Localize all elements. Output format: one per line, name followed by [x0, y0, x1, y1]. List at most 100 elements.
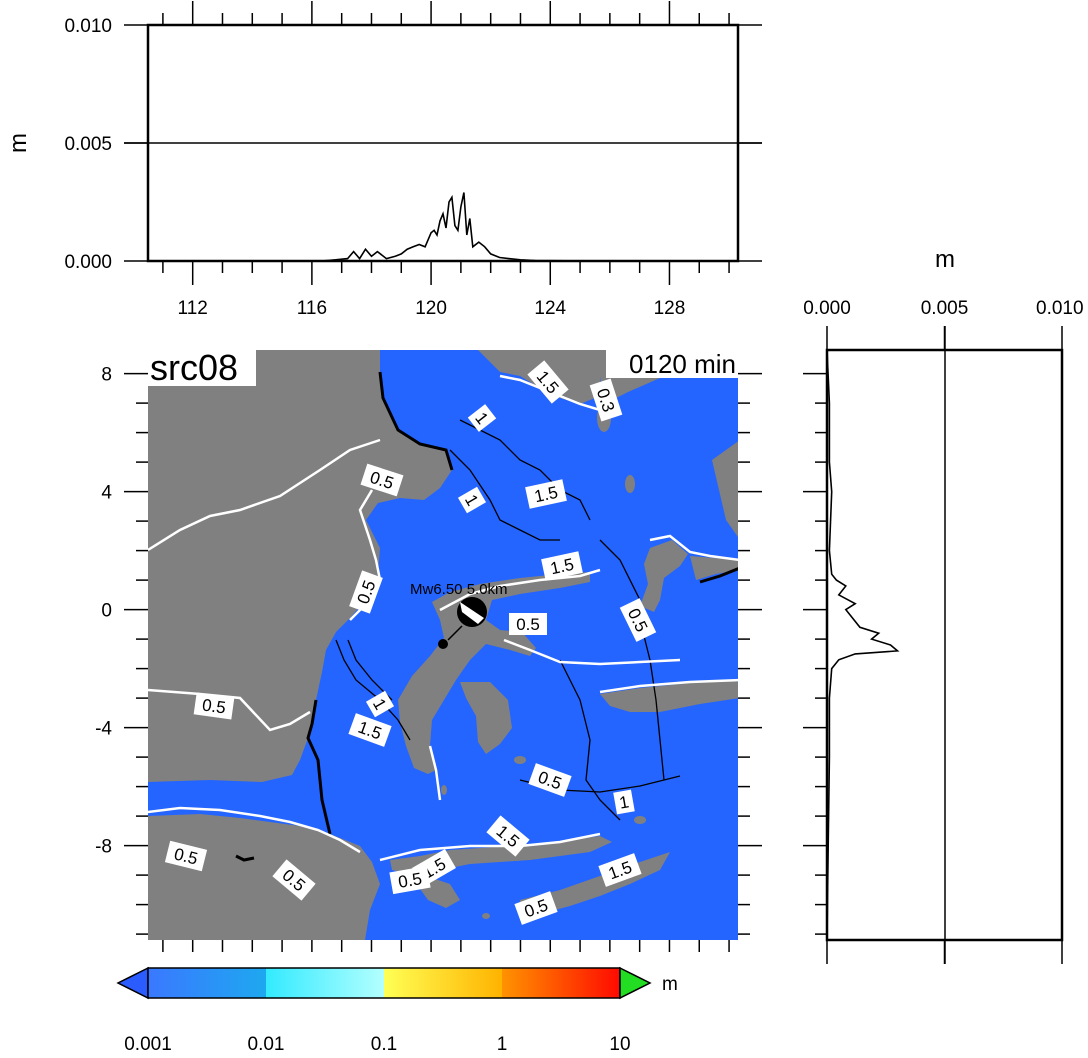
white-contour-11 [428, 745, 442, 801]
contour-label-group: 0.5 [389, 865, 431, 895]
land-east-strip [690, 556, 738, 580]
white-contour-6 [503, 638, 681, 666]
contour-label: 0.5 [201, 695, 227, 717]
thin-contour-2 [449, 449, 560, 541]
map-ytick-label: -4 [95, 719, 112, 740]
land-borneo [148, 350, 452, 782]
land-islet-g [634, 816, 646, 824]
epicenter-label: Mw6.50 5.0km [410, 581, 508, 598]
colorbar-segment-4 [502, 968, 620, 998]
title-box [148, 350, 256, 386]
contour-label-group: 1.5 [525, 479, 567, 509]
contour-label: 1.5 [549, 555, 576, 579]
contour-label: 0.5 [516, 615, 540, 634]
contour-label: 1 [618, 792, 631, 812]
contour-label-group: 0.5 [193, 692, 235, 720]
side-profile-panel: 0.000 0.005 0.010 m [803, 246, 1084, 964]
side-xtick-label: 0.010 [1036, 298, 1084, 319]
contour-label-box [527, 360, 569, 404]
land-sulawesi-southeast-arm [460, 682, 512, 754]
contour-label-box [528, 763, 572, 797]
time-box [606, 350, 738, 378]
top-profile-ytick-labels: 0.000 0.005 0.010 [64, 16, 112, 273]
colorbar-tick-labels: 0.001 0.01 0.1 1 10 [124, 1034, 630, 1055]
epicenter-dot [438, 639, 448, 649]
white-contour-9 [649, 534, 738, 561]
top-xtick-label: 116 [297, 298, 327, 319]
contour-label-group: 1.5 [541, 551, 583, 581]
thick-contour-4 [235, 854, 255, 862]
map-ytick-label: 8 [101, 365, 112, 386]
thin-contour-3 [335, 639, 411, 741]
land-halmahera [640, 540, 688, 612]
colorbar-tick-label: 0.1 [371, 1034, 397, 1055]
top-profile-ticks [124, 1, 762, 285]
top-ytick-label: 0.000 [64, 252, 112, 273]
contour-labels: 1.50.310.51 1.51.50.50.5 0.50.5 11.50.511.5… [164, 360, 657, 925]
contour-label-group: 0.5 [164, 840, 208, 872]
contour-label-box [541, 551, 583, 581]
white-contours [148, 374, 738, 862]
contour-label-box [619, 598, 657, 642]
colorbar-low-arrow [116, 966, 149, 1000]
contour-label-box [164, 840, 208, 872]
epicenter-marker: Mw6.50 5.0km [410, 581, 508, 649]
contour-label-box [365, 690, 395, 718]
map-field: 1.50.310.51 1.51.50.50.5 0.50.5 11.50.511.5… [148, 350, 738, 940]
contour-label-group: 1 [365, 690, 395, 718]
land-east-corner [712, 441, 738, 538]
contour-label-group: 1 [457, 486, 487, 514]
colorbar-high-arrow [619, 966, 652, 1000]
top-ytick-label: 0.010 [64, 16, 112, 37]
thin-contour-6 [639, 619, 665, 781]
contour-label-box [514, 891, 558, 925]
top-xtick-label: 120 [415, 298, 447, 319]
contour-label-group: 1 [467, 404, 497, 432]
contour-label-group: 0.5 [509, 613, 547, 635]
white-contour-1 [148, 438, 381, 552]
contour-label-box [360, 463, 404, 497]
top-profile-xtick-labels: 112 116 120 124 128 [178, 298, 686, 319]
contour-label-group: 0.5 [514, 891, 558, 925]
contour-label: 0.5 [397, 869, 424, 892]
land-islet-c [441, 785, 447, 795]
white-contour-7 [379, 832, 601, 862]
land-islet-e [207, 771, 217, 777]
map-ytick-labels: 8 4 0 -4 -8 [95, 365, 112, 858]
side-profile-ticks [803, 326, 1063, 964]
top-profile-panel: 0.000 0.005 0.010 112 116 120 124 128 m [5, 1, 762, 319]
contour-label-box [467, 404, 497, 432]
colorbar-tick-label: 0.001 [124, 1034, 172, 1055]
colorbar-segment-3 [384, 968, 502, 998]
side-xtick-label: 0.005 [921, 298, 969, 319]
white-contour-5 [439, 568, 601, 612]
thin-contour-1 [459, 419, 591, 521]
colorbar-unit: m [662, 974, 678, 995]
contour-label-box [389, 865, 431, 895]
contour-label-box [457, 486, 487, 514]
contour-label: 1.5 [533, 483, 560, 506]
thick-contour-1 [378, 371, 454, 471]
map-ytick-label: 4 [101, 483, 112, 504]
contour-label-group: 0.5 [528, 763, 572, 797]
top-xtick-label: 124 [534, 298, 566, 319]
contour-label-box [509, 613, 547, 635]
colorbar-segment-2 [266, 968, 384, 998]
map-panel: 1.50.310.51 1.51.50.50.5 0.50.5 11.50.511.5… [95, 347, 762, 952]
contour-label-box [589, 378, 623, 422]
white-contour-2 [148, 688, 311, 732]
land-islet-a [625, 475, 635, 493]
top-profile-ylabel: m [5, 133, 32, 153]
colorbar-tick-label: 0.01 [248, 1034, 285, 1055]
colorbar: m 0.001 0.01 0.1 1 10 [116, 966, 678, 1055]
thick-contour-2 [306, 699, 332, 835]
colorbar-tick-label: 10 [609, 1034, 630, 1055]
contour-label-box [598, 853, 642, 887]
thin-contour-5 [559, 659, 621, 821]
top-ytick-label: 0.005 [64, 134, 112, 155]
side-profile-series [826, 349, 900, 941]
contour-label-box [525, 479, 567, 509]
land-sulawesi [398, 572, 590, 774]
map-ytick-label: -8 [95, 837, 112, 858]
